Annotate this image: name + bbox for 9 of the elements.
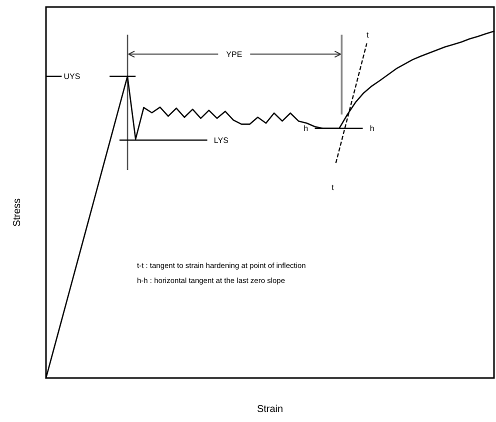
annotation: h <box>304 124 308 134</box>
annotation: LYS <box>214 136 228 145</box>
y-axis-title: Stress <box>12 198 23 227</box>
annotation: YPE <box>226 50 242 59</box>
annotation: UYS <box>64 72 80 82</box>
annotation: h <box>370 124 374 134</box>
annotation: t <box>366 30 370 40</box>
x-axis-title: Strain <box>256 404 284 415</box>
annotation: t <box>332 183 335 192</box>
